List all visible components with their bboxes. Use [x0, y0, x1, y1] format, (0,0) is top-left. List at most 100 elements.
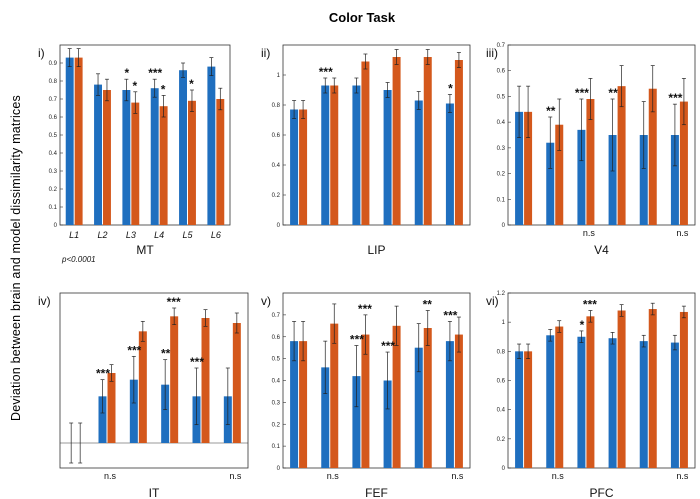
y-tick-label: 0.4 [272, 379, 281, 385]
y-tick-label: 0.3 [49, 169, 58, 175]
p-value-note: p<0.0001 [61, 255, 96, 264]
bar-brain [383, 90, 392, 225]
bar-model [74, 57, 83, 225]
significance-label: *** [358, 302, 372, 316]
panel-label: vi) [486, 294, 499, 308]
axes-frame [282, 292, 471, 469]
ns-label: n.s [229, 471, 242, 481]
bar-model [170, 316, 179, 443]
panels: 0 0.1 0.2 0.3 0.4 0.5 0.6 0.7 0.8 0.9 L1 L2 L3 L4 L5 L6… [38, 43, 696, 499]
bar-model [159, 106, 168, 225]
bar-brain [290, 341, 299, 468]
bar-model [617, 86, 626, 226]
y-tick-label: 0.8 [497, 349, 506, 355]
ns-label: n.s [552, 471, 565, 481]
bar-model [392, 325, 401, 468]
bar-model [648, 88, 657, 225]
bar-brain [414, 347, 423, 468]
ns-label: n.s [676, 228, 689, 238]
y-tick-label: 0.6 [497, 69, 506, 75]
bar-brain [670, 342, 679, 468]
bar-model [330, 323, 339, 468]
bar-model [138, 331, 147, 443]
axes-frame [59, 292, 249, 469]
bar-brain [608, 338, 617, 468]
y-tick-label: 0.2 [497, 172, 506, 178]
y-tick-label: 0.7 [497, 43, 506, 49]
y-tick-label: 0.8 [272, 103, 281, 109]
panel-label: iv) [38, 294, 51, 308]
y-tick-label: 0.2 [49, 187, 58, 193]
y-tick-label: 0 [277, 466, 281, 472]
panel-label: i) [38, 46, 45, 60]
bar-brain [546, 335, 555, 468]
y-tick-label: 1 [277, 73, 281, 79]
bar-brain [383, 380, 392, 468]
panel-label: iii) [486, 46, 498, 60]
y-tick-label: 0.8 [49, 79, 58, 85]
y-tick-label: 0.7 [49, 97, 58, 103]
y-tick-label: 0 [502, 466, 506, 472]
bar-model [107, 373, 116, 443]
category-label: L4 [154, 230, 164, 240]
panel-label: ii) [261, 46, 270, 60]
bar-brain [207, 66, 216, 225]
ns-label: n.s [104, 471, 117, 481]
ns-label: n.s [676, 471, 689, 481]
x-axis-label: MT [136, 243, 154, 257]
significance-label: *** [575, 86, 589, 100]
bar-model [330, 85, 339, 225]
significance-label: * [132, 79, 137, 93]
bar-model [201, 318, 210, 443]
significance-label: ** [161, 347, 171, 361]
panel-5: 00.10.20.30.40.50.60.7**************n.s n… [261, 292, 471, 499]
y-tick-label: 0.6 [272, 133, 281, 139]
y-tick-label: 0.6 [497, 379, 506, 385]
bar-model [555, 124, 564, 225]
bar-brain [161, 384, 170, 443]
significance-label: * [125, 66, 130, 80]
panel-2: 00.20.40.60.81 ****ii)LIP [261, 44, 471, 257]
y-tick-label: 0.2 [497, 437, 506, 443]
significance-label: *** [190, 355, 204, 369]
significance-label: *** [583, 298, 597, 312]
bar-brain [65, 57, 74, 225]
y-tick-label: 0 [54, 223, 58, 229]
bar-brain [290, 109, 299, 225]
ns-label: n.s [583, 228, 596, 238]
bar-model [216, 99, 225, 225]
y-tick-label: 0.7 [272, 313, 281, 319]
bar-brain [352, 85, 361, 225]
bar-model [392, 57, 401, 225]
bar-brain [98, 396, 107, 443]
bar-model [188, 100, 196, 225]
significance-label: ** [608, 86, 618, 100]
panel-1: 0 0.1 0.2 0.3 0.4 0.5 0.6 0.7 0.8 0.9 L1 L2 L3 L4 L5 L6… [38, 44, 231, 257]
axes-frame [282, 44, 471, 226]
significance-label: *** [350, 333, 364, 347]
bar-brain [179, 70, 187, 225]
bar-model [103, 90, 111, 225]
bar-model [131, 102, 140, 225]
bar-brain [670, 135, 679, 225]
bar-model [679, 311, 688, 468]
x-axis-label: IT [149, 486, 160, 499]
y-tick-label: 0.5 [49, 133, 58, 139]
y-tick-label: 0.1 [272, 444, 281, 450]
y-tick-label: 0.1 [497, 197, 506, 203]
axes-frame [507, 292, 696, 469]
y-tick-label: 0.2 [272, 193, 281, 199]
bar-model [555, 326, 564, 468]
x-axis-label: FEF [365, 486, 388, 499]
y-tick-label: 0.9 [49, 61, 58, 67]
bar-brain [321, 367, 330, 468]
y-tick-label: 0.6 [49, 115, 58, 121]
y-tick-label: 0 [277, 223, 281, 229]
bar-model [454, 334, 463, 468]
ns-label: n.s [451, 471, 464, 481]
bar-model [299, 341, 308, 468]
bar-model [454, 60, 463, 225]
bar-model [524, 351, 533, 468]
significance-label: ** [546, 104, 556, 118]
category-label: L5 [182, 230, 193, 240]
